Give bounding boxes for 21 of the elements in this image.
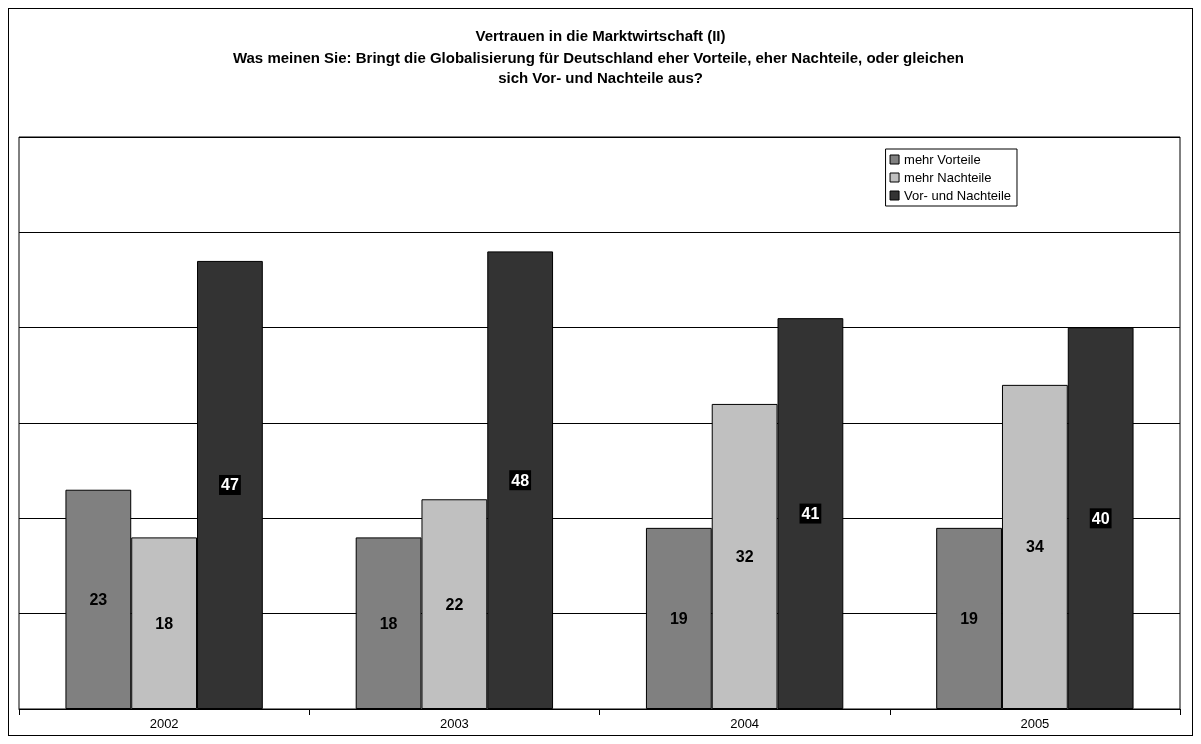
x-tick-label: 2005 [1020,716,1050,731]
x-tick-label: 2003 [439,716,469,731]
data-label: 32 [735,547,754,565]
chart-subtitle: Was meinen Sie: Bringt die Globalisierung für Deutschland eher Vorteile, eher Nachteile, oder gleichen sich Vor- und Nachteile aus? [232,48,969,86]
chart-title: Vertrauen in die Marktwirtschaft (II) [475,27,726,44]
data-label: 18 [379,614,398,632]
x-tick-label: 2004 [730,716,760,731]
data-label: 19 [960,609,979,627]
legend-label: mehr Nachteile [904,170,992,185]
x-tick-label: 2002 [149,716,179,731]
data-label: 41 [801,505,820,523]
data-label: 48 [511,471,530,489]
legend-label: mehr Vorteile [904,152,981,167]
data-label: 40 [1091,509,1110,527]
data-label: 34 [1025,538,1044,556]
data-label: 19 [669,609,688,627]
legend-label: Vor- und Nachteile [904,188,1011,203]
data-label: 47 [221,476,239,494]
data-label: 23 [89,590,108,608]
data-label: 22 [445,595,464,613]
data-label: 18 [155,614,174,632]
